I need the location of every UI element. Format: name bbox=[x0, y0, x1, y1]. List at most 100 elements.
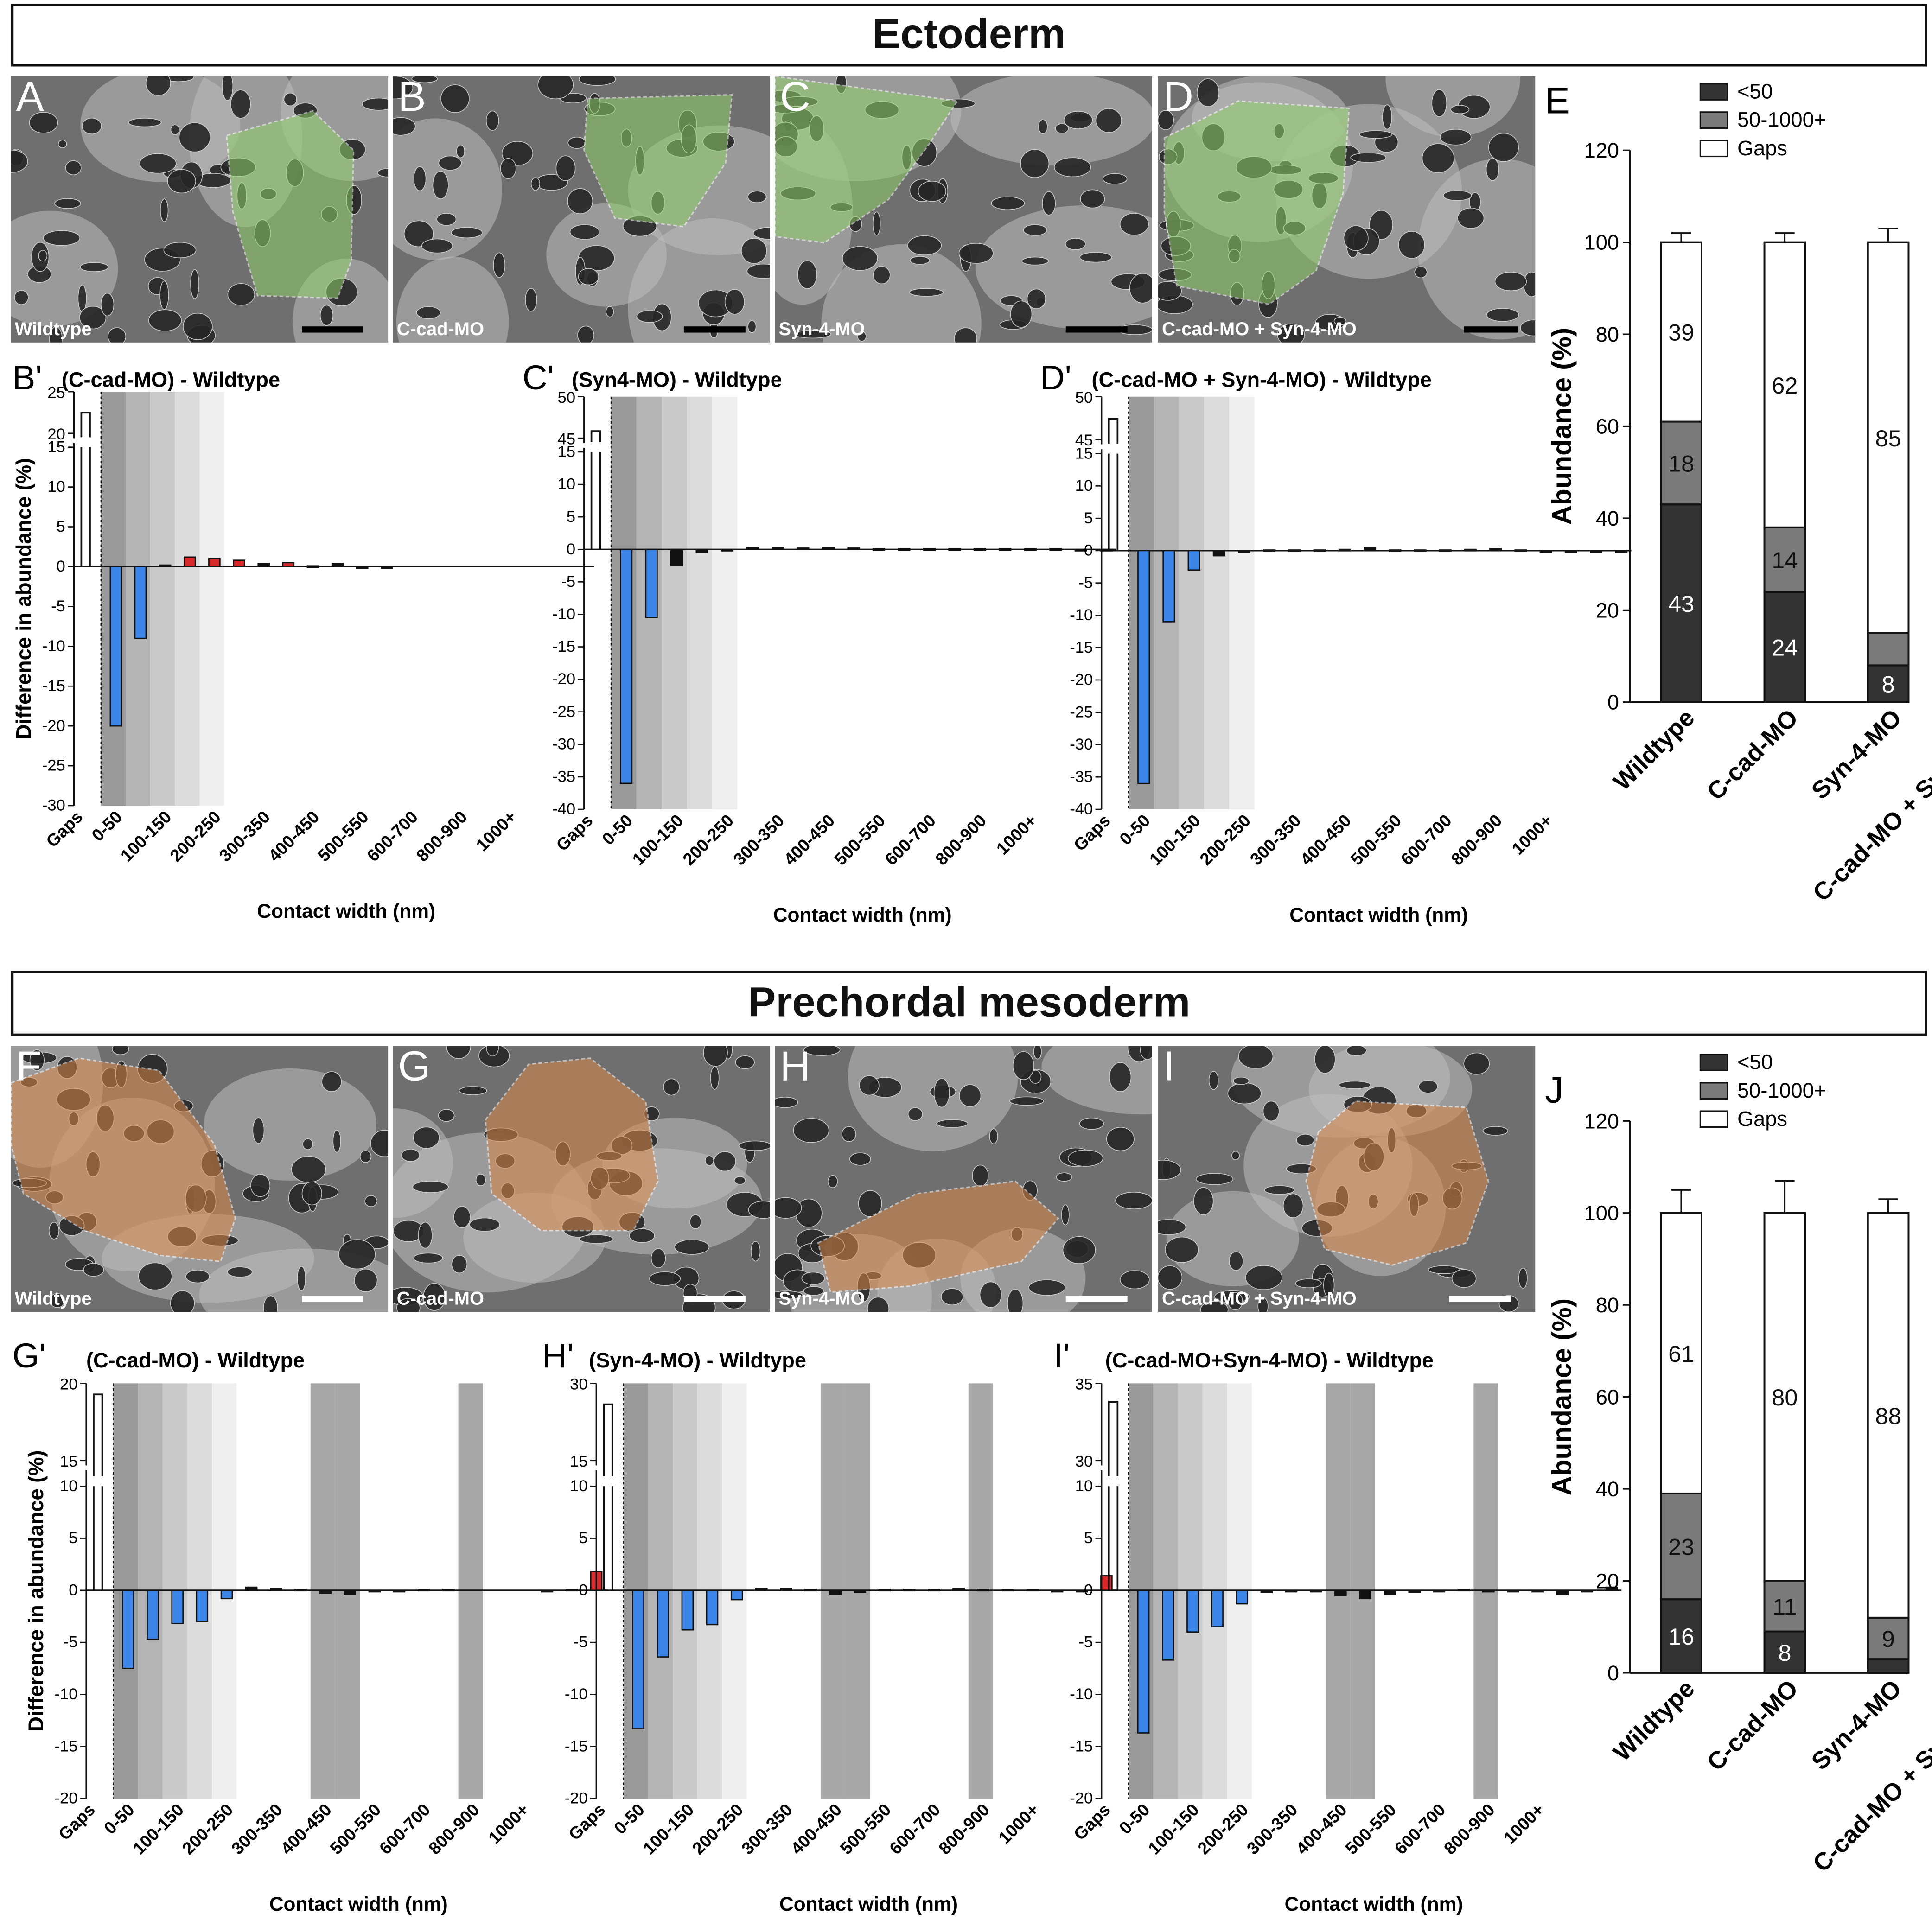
bar bbox=[147, 1589, 159, 1640]
shaded-bin bbox=[199, 392, 224, 806]
legend-label: 50-1000+ bbox=[1737, 1079, 1826, 1102]
bar bbox=[1581, 1589, 1594, 1593]
y-tick-label: 5 bbox=[1084, 509, 1093, 527]
x-tick-label: 100-150 bbox=[129, 1799, 187, 1858]
segment-value-label: 8 bbox=[1882, 671, 1895, 698]
bar bbox=[220, 1589, 233, 1600]
y-axis-label: Difference in abundance (%) bbox=[24, 1450, 48, 1732]
chart-title: (C-cad-MO) - Wildtype bbox=[86, 1348, 305, 1372]
y-tick-label: -35 bbox=[1070, 768, 1093, 786]
x-tick-label: 600-700 bbox=[881, 811, 939, 869]
x-tick-label: 800-900 bbox=[425, 1799, 483, 1858]
bar bbox=[1408, 1589, 1421, 1593]
stack-segment bbox=[1867, 1212, 1910, 1619]
y-tick-label: -15 bbox=[565, 1737, 588, 1755]
segment-value-label: 43 bbox=[1668, 591, 1694, 617]
x-tick-label: 1000+ bbox=[472, 807, 520, 855]
bar bbox=[257, 563, 270, 567]
axis-break bbox=[83, 1465, 89, 1471]
highlighted-cell bbox=[485, 1057, 659, 1232]
bar bbox=[898, 548, 911, 551]
panel-letter: F bbox=[16, 1046, 42, 1090]
shaded-bin bbox=[712, 396, 738, 809]
y-tick-label: 0 bbox=[1607, 691, 1619, 714]
y-break-tick-label: 20 bbox=[47, 426, 65, 443]
highlighted-cell bbox=[817, 1180, 1060, 1293]
chart-title: (C-cad-MO) - Wildtype bbox=[62, 368, 280, 391]
bar bbox=[565, 1589, 578, 1592]
micrograph-label: C-cad-MO bbox=[396, 319, 484, 340]
bar bbox=[1433, 1589, 1446, 1593]
y-tick-label: -15 bbox=[55, 1737, 78, 1755]
bar bbox=[973, 548, 986, 551]
segment-value-label: 61 bbox=[1668, 1341, 1694, 1367]
bar bbox=[771, 547, 784, 550]
y-tick-label: -10 bbox=[1070, 606, 1093, 624]
category-label: C-cad-MO bbox=[1702, 704, 1804, 806]
bar bbox=[417, 1589, 430, 1592]
panel-letter: B bbox=[398, 76, 426, 121]
micrograph-label: Syn-4-MO bbox=[778, 1288, 865, 1309]
x-tick-label: 800-900 bbox=[1447, 811, 1505, 869]
bar bbox=[1186, 1589, 1199, 1633]
micrograph-label: Wildtype bbox=[14, 319, 92, 340]
x-tick-label: 1000+ bbox=[1508, 811, 1556, 859]
segment-value-label: 62 bbox=[1772, 372, 1798, 399]
y-tick-label: 40 bbox=[1596, 507, 1619, 530]
y-axis-label: Abundance (%) bbox=[1547, 1298, 1577, 1495]
bar bbox=[1313, 549, 1326, 553]
stacked-chart-j: J <50 50-1000+ Gaps 0 20 40 60 80 100 120 Abundance… bbox=[1545, 1050, 1932, 1878]
stack-segment bbox=[1660, 1492, 1703, 1601]
x-tick-label: 200-250 bbox=[1196, 811, 1254, 869]
bar bbox=[245, 1586, 258, 1591]
x-tick-label: 1000+ bbox=[485, 1799, 533, 1848]
panel-letter: H bbox=[780, 1046, 810, 1090]
stack-segment bbox=[1867, 241, 1910, 634]
y-tick-label: 0 bbox=[579, 1581, 587, 1599]
y-break-tick-label: 30 bbox=[1075, 1453, 1093, 1470]
segment-value-label: 85 bbox=[1875, 425, 1901, 451]
x-tick-label: 600-700 bbox=[1397, 811, 1455, 869]
x-tick-label: 100-150 bbox=[639, 1799, 697, 1858]
scale-bar bbox=[1065, 1296, 1128, 1302]
x-axis-label: Contact width (nm) bbox=[773, 904, 952, 926]
x-tick-label: 400-450 bbox=[780, 811, 838, 869]
bar bbox=[681, 1589, 694, 1631]
y-tick-label: 10 bbox=[60, 1477, 77, 1495]
y-break-tick-label: 35 bbox=[1075, 1376, 1093, 1393]
bar bbox=[1556, 1589, 1569, 1595]
y-axis-label: Difference in abundance (%) bbox=[12, 458, 35, 739]
shaded-bin bbox=[687, 396, 713, 809]
y-tick-label: 10 bbox=[1075, 477, 1093, 495]
chart-title: (Syn4-MO) - Wildtype bbox=[572, 368, 782, 391]
micrograph-f: F Wildtype bbox=[11, 1046, 389, 1312]
bar bbox=[1100, 1575, 1113, 1591]
highlighted-cell bbox=[775, 76, 959, 244]
bar bbox=[1238, 550, 1251, 553]
micrograph-image bbox=[11, 1046, 389, 1312]
bar bbox=[1075, 1589, 1088, 1593]
y-tick-label: 5 bbox=[69, 1529, 77, 1547]
x-tick-label: 0-50 bbox=[598, 811, 636, 849]
y-tick-label: -30 bbox=[42, 797, 65, 814]
bar bbox=[903, 1589, 916, 1592]
stack-segment bbox=[1763, 591, 1806, 703]
micrograph-c: C Syn-4-MO bbox=[775, 76, 1152, 343]
bar bbox=[854, 1589, 867, 1593]
legend-label: Gaps bbox=[1737, 136, 1787, 160]
y-tick-label: 100 bbox=[1584, 231, 1619, 254]
bar bbox=[1439, 549, 1452, 553]
bar bbox=[1564, 550, 1577, 553]
stack-segment bbox=[1660, 420, 1703, 506]
micrograph-h: H Syn-4-MO bbox=[775, 1046, 1152, 1312]
y-tick-label: 80 bbox=[1596, 323, 1619, 346]
x-tick-label: 1000+ bbox=[1500, 1799, 1548, 1848]
y-tick-label: 0 bbox=[57, 558, 65, 575]
category-label: Syn-4-MO bbox=[1806, 704, 1907, 805]
bar bbox=[282, 562, 295, 567]
x-tick-label: 0-50 bbox=[88, 807, 126, 845]
panel-label: C' bbox=[523, 358, 554, 397]
micrograph-label: Wildtype bbox=[14, 1288, 92, 1309]
segment-value-label: 14 bbox=[1772, 547, 1798, 573]
